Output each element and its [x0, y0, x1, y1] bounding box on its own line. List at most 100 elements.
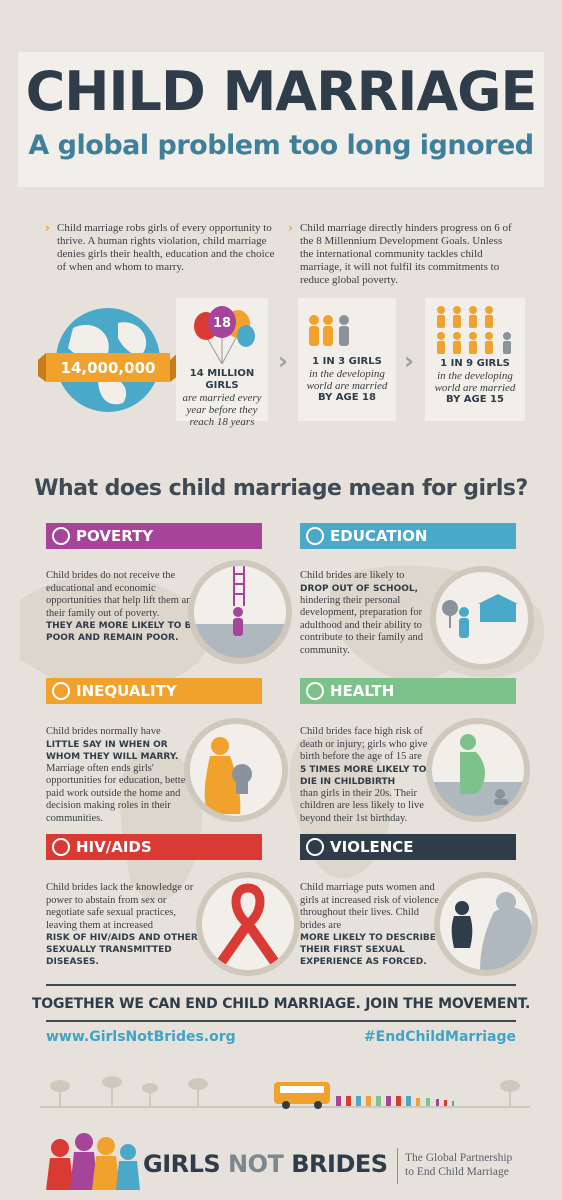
health-banner: HEALTH: [300, 678, 516, 704]
poverty-text: Child brides do not receive the educatio…: [46, 570, 198, 644]
inequality-banner: INEQUALITY: [46, 678, 262, 704]
hiv-text: Child brides lack the knowledge or power…: [46, 882, 202, 968]
inequality-text: Child brides normally have LITTLE SAY IN…: [46, 726, 194, 825]
violence-emphasis: MORE LIKELY TO DESCRIBE THEIR FIRST SEXU…: [300, 933, 436, 967]
health-body-post: than girls in their 20s. Their children …: [300, 787, 424, 824]
stat-1-text: 14 MILLION GIRLS are married every year …: [176, 368, 268, 428]
education-body-post: hindering their personal development, pr…: [300, 594, 424, 656]
header-panel: CHILD MARRIAGE A global problem too long…: [18, 52, 544, 187]
poverty-title: POVERTY: [76, 527, 154, 545]
hiv-emphasis: RISK OF HIV/AIDS AND OTHER SEXUALLY TRAN…: [46, 933, 198, 967]
inequality-title: INEQUALITY: [76, 682, 177, 700]
stat-2-headline: 1 IN 3 GIRLS: [312, 356, 382, 367]
education-illustration: [430, 566, 534, 670]
poverty-banner: POVERTY: [46, 523, 262, 549]
violence-title: VIOLENCE: [330, 838, 414, 856]
intro-text-2: Child marriage directly hinders progress…: [300, 222, 512, 286]
violence-text: Child marriage puts women and girls at i…: [300, 882, 440, 968]
inequality-emphasis: LITTLE SAY IN WHEN OR WHOM THEY WILL MAR…: [46, 739, 179, 762]
intro-paragraph-2: › Child marriage directly hinders progre…: [288, 222, 518, 287]
ladder-girl-icon: [194, 566, 286, 658]
divider-top: [46, 984, 516, 986]
page-title: CHILD MARRIAGE: [25, 60, 538, 123]
poverty-body: Child brides do not receive the educatio…: [46, 570, 197, 619]
hiv-illustration: [196, 872, 300, 976]
balloons-icon: [194, 306, 255, 364]
violence-body: Child marriage puts women and girls at i…: [300, 882, 440, 931]
divider-bottom: [46, 1020, 516, 1022]
health-title: HEALTH: [330, 682, 395, 700]
stat-box-3: 1 IN 9 GIRLS in the developing world are…: [425, 298, 525, 421]
nine-girls-icon: [437, 306, 511, 354]
stat-3-text: 1 IN 9 GIRLS in the developing world are…: [425, 358, 525, 406]
red-ribbon-icon: [215, 883, 281, 967]
fist-icon: [306, 838, 324, 856]
globe-graphic: 14,000,000: [38, 298, 178, 418]
globe-icon: [38, 308, 178, 412]
stat-3-age: BY AGE 15: [446, 394, 504, 405]
globe-number: 14,000,000: [60, 359, 156, 377]
girls-not-brides-logo-icon: [46, 1133, 140, 1190]
book-icon: [306, 527, 324, 545]
bus-girls-illustration: [40, 1076, 530, 1109]
health-illustration: [426, 718, 530, 822]
chevron-right-icon: ›: [45, 221, 50, 235]
heartbeat-icon: [306, 682, 324, 700]
stat-2-age: BY AGE 18: [318, 392, 376, 403]
call-to-action: TOGETHER WE CAN END CHILD MARRIAGE. JOIN…: [31, 996, 531, 1012]
pregnant-girl-icon: [432, 734, 524, 816]
stat-2-text: 1 IN 3 GIRLS in the developing world are…: [298, 356, 396, 404]
logo-tagline: The Global Partnership to End Child Marr…: [405, 1151, 512, 1179]
poverty-illustration: [188, 560, 292, 664]
hiv-banner: HIV/AIDS: [46, 834, 262, 860]
hashtag-link[interactable]: #EndChildMarriage: [363, 1029, 516, 1045]
logo-separator: [397, 1148, 398, 1184]
education-emphasis: DROP OUT OF SCHOOL,: [300, 583, 419, 594]
chevron-right-icon: ›: [278, 347, 288, 375]
inequality-body-pre: Child brides normally have: [46, 726, 161, 737]
balloon-number: 18: [212, 316, 232, 331]
stat-3-headline: 1 IN 9 GIRLS: [440, 358, 510, 369]
education-banner: EDUCATION: [300, 523, 516, 549]
three-girls-icon: [309, 315, 349, 346]
tagline-line-1: The Global Partnership: [405, 1152, 513, 1164]
hiv-title: HIV/AIDS: [76, 838, 152, 856]
bride-lock-icon: [204, 737, 252, 814]
stat-3-detail: in the developing world are married: [434, 370, 516, 394]
health-text: Child brides face high risk of death or …: [300, 726, 432, 825]
chevron-right-icon: ›: [404, 347, 414, 375]
section-heading: What does child marriage mean for girls?: [34, 476, 528, 501]
inequality-body-post: Marriage often ends girls' opportunities…: [46, 762, 189, 824]
page-subtitle: A global problem too long ignored: [28, 130, 534, 161]
tagline-line-2: to End Child Marriage: [405, 1166, 509, 1178]
stat-box-2: 1 IN 3 GIRLS in the developing world are…: [298, 298, 396, 421]
shield-icon: [52, 838, 70, 856]
intro-paragraph-1: › Child marriage robs girls of every opp…: [45, 222, 277, 274]
health-emphasis: 5 TIMES MORE LIKELY TO DIE IN CHILDBIRTH: [300, 764, 427, 787]
scales-icon: [52, 682, 70, 700]
education-body-pre: Child brides are likely to: [300, 570, 405, 581]
violence-banner: VIOLENCE: [300, 834, 516, 860]
stat-1-headline: 14 MILLION GIRLS: [189, 368, 255, 391]
health-body-pre: Child brides face high risk of death or …: [300, 726, 428, 762]
stat-2-detail: in the developing world are married: [306, 368, 388, 392]
logo-girls: GIRLS: [143, 1150, 221, 1178]
logo-wordmark: GIRLS NOT BRIDES: [143, 1150, 388, 1178]
intro-text-1: Child marriage robs girls of every oppor…: [57, 222, 275, 273]
stat-box-1: 18 14 MILLION GIRLS are married every ye…: [176, 298, 268, 428]
inequality-illustration: [184, 718, 288, 822]
hiv-body: Child brides lack the knowledge or power…: [46, 882, 194, 931]
school-girl-icon: [442, 594, 518, 638]
logo-brides: BRIDES: [291, 1150, 388, 1178]
stat-1-detail: are married every year before they reach…: [182, 392, 262, 428]
website-link[interactable]: www.GirlsNotBrides.org: [46, 1029, 236, 1045]
chevron-right-icon: ›: [288, 221, 293, 235]
violence-illustration: [434, 872, 538, 976]
hands-icon: [52, 527, 70, 545]
girl-shadow-icon: [451, 892, 532, 970]
education-title: EDUCATION: [330, 527, 428, 545]
logo-not: NOT: [228, 1150, 284, 1178]
poverty-emphasis: THEY ARE MORE LIKELY TO BE POOR AND REMA…: [46, 621, 198, 643]
education-text: Child brides are likely to DROP OUT OF S…: [300, 570, 436, 657]
